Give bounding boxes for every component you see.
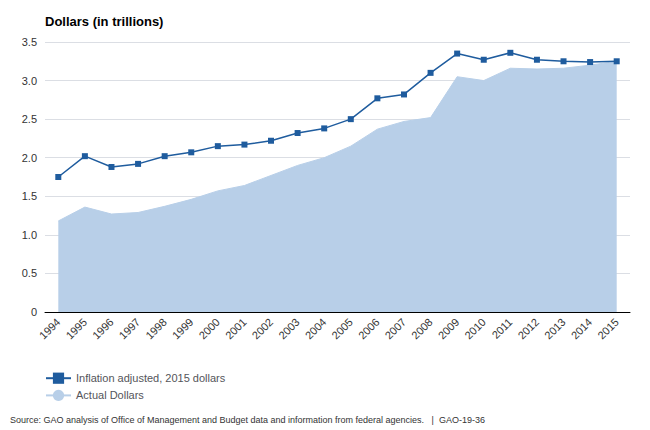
svg-text:2.5: 2.5 xyxy=(22,113,37,125)
svg-text:3.5: 3.5 xyxy=(22,36,37,48)
svg-text:1994: 1994 xyxy=(37,316,63,342)
svg-text:2000: 2000 xyxy=(196,316,222,342)
svg-text:Source: GAO analysis of Office: Source: GAO analysis of Office of Manage… xyxy=(10,415,485,425)
svg-text:3.0: 3.0 xyxy=(22,75,37,87)
svg-text:2008: 2008 xyxy=(409,316,435,342)
svg-text:1999: 1999 xyxy=(170,316,196,342)
svg-text:2012: 2012 xyxy=(515,316,541,342)
svg-text:2006: 2006 xyxy=(356,316,382,342)
svg-text:2013: 2013 xyxy=(542,316,568,342)
svg-text:2004: 2004 xyxy=(303,316,329,342)
svg-text:2003: 2003 xyxy=(276,316,302,342)
svg-text:2010: 2010 xyxy=(462,316,488,342)
svg-text:Dollars (in trillions): Dollars (in trillions) xyxy=(45,14,163,29)
svg-text:0: 0 xyxy=(31,306,37,318)
svg-text:Actual Dollars: Actual Dollars xyxy=(76,389,144,401)
svg-text:2007: 2007 xyxy=(382,316,408,342)
svg-text:1996: 1996 xyxy=(90,316,116,342)
svg-text:2001: 2001 xyxy=(223,316,249,342)
svg-text:1995: 1995 xyxy=(63,316,89,342)
svg-text:1998: 1998 xyxy=(143,316,169,342)
svg-text:1997: 1997 xyxy=(117,316,143,342)
svg-text:0.5: 0.5 xyxy=(22,267,37,279)
svg-text:1.0: 1.0 xyxy=(22,229,37,241)
svg-text:2015: 2015 xyxy=(595,316,621,342)
svg-text:2.0: 2.0 xyxy=(22,152,37,164)
svg-text:2009: 2009 xyxy=(436,316,462,342)
svg-text:1.5: 1.5 xyxy=(22,190,37,202)
svg-text:2011: 2011 xyxy=(489,316,514,341)
svg-text:2005: 2005 xyxy=(329,316,355,342)
svg-text:2014: 2014 xyxy=(569,316,595,342)
svg-text:2002: 2002 xyxy=(250,316,276,342)
svg-text:Inflation adjusted, 2015 dolla: Inflation adjusted, 2015 dollars xyxy=(76,372,226,384)
